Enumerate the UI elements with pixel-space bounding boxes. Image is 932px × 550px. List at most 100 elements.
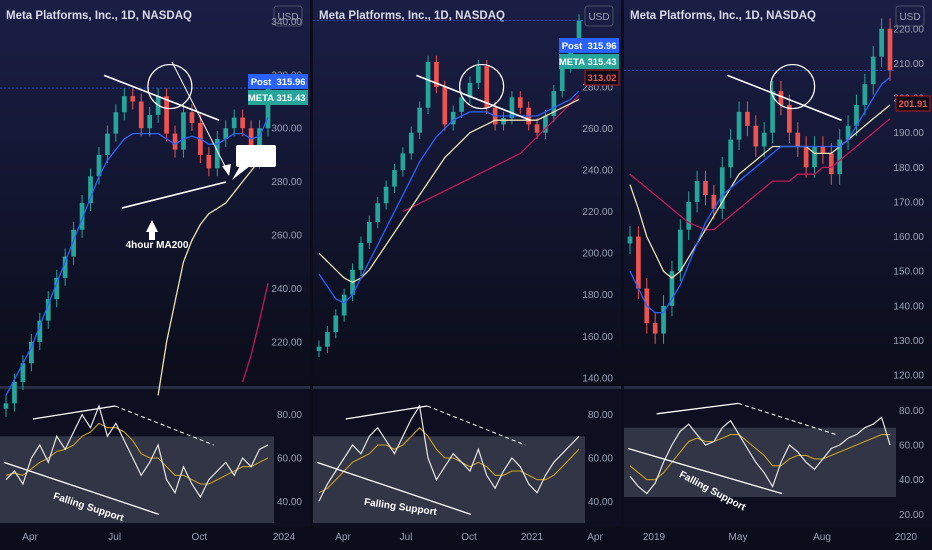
price-label-value: 201.91: [898, 99, 928, 110]
candle-body: [223, 128, 229, 139]
candle-body: [559, 66, 565, 92]
candle-body: [358, 242, 364, 270]
rsi-support-line: [627, 447, 782, 495]
y-tick-label: 190.00: [893, 128, 924, 139]
x-tick-label: Apr: [587, 532, 603, 543]
candle-body: [576, 20, 582, 46]
price-label-name: Post: [562, 41, 583, 52]
candle-body: [105, 133, 110, 155]
x-tick-label: Oct: [461, 532, 477, 543]
x-tick-label: Jul: [400, 532, 413, 543]
candle-body: [417, 107, 422, 133]
x-tick-label: 2021: [521, 532, 544, 543]
ma50-line: [318, 90, 580, 304]
x-tick-label: Oct: [192, 532, 208, 543]
ma-annotation: 4hour MA200: [126, 240, 189, 251]
currency-badge: [273, 5, 303, 27]
candle-body: [181, 112, 186, 150]
candle-body: [341, 294, 347, 316]
candle-body: [45, 299, 51, 321]
rsi-ma-line: [629, 434, 890, 481]
candle-body: [652, 323, 658, 334]
rsi-tick-label: 60.00: [588, 454, 613, 465]
ma50-line: [5, 117, 269, 396]
ma200-line: [629, 118, 891, 231]
candle-body: [636, 236, 641, 289]
x-tick-label: 2024: [273, 532, 296, 543]
candle-body: [333, 315, 339, 333]
rsi-tick-label: 80.00: [277, 410, 302, 421]
price-label-name: Post: [251, 77, 272, 88]
price-label-tag: [559, 54, 585, 69]
candle-body: [501, 118, 506, 125]
y-tick-label: 120.00: [893, 371, 924, 382]
candle-body: [88, 176, 93, 204]
x-tick-label: 2019: [643, 532, 666, 543]
rsi-top-line: [32, 405, 116, 420]
candle-body: [753, 125, 759, 147]
y-tick-label: 260.00: [582, 124, 613, 135]
candle-body: [231, 117, 237, 129]
price-label-value: 313.02: [587, 73, 616, 84]
candle-body: [366, 222, 372, 243]
candle-body: [189, 112, 195, 123]
rsi-dashed-line: [114, 405, 214, 446]
candle-body: [248, 128, 254, 161]
currency-label: USD: [588, 12, 609, 23]
candle-body: [113, 112, 119, 134]
target-value: 285.00: [241, 152, 272, 163]
y-tick-label: 300.00: [271, 124, 302, 135]
candle-body: [467, 82, 473, 98]
candle-body: [138, 101, 144, 129]
target-callout: [236, 145, 276, 167]
resistance-line: [416, 74, 531, 121]
rsi-tick-label: 40.00: [899, 475, 924, 486]
price-label-tag: [248, 90, 274, 105]
rsi-dashed-line: [738, 402, 837, 436]
panel-1: Meta Platforms, Inc., 1D, NASDAQ USD 220.0…: [0, 0, 310, 543]
price-label-name: META: [248, 93, 274, 104]
chart-title: Meta Platforms, Inc., 1D, NASDAQ: [630, 10, 816, 22]
rsi-tick-label: 80.00: [899, 406, 924, 417]
y-tick-label: 240.00: [582, 166, 613, 177]
y-tick-label: 220.00: [893, 24, 924, 35]
panel-2: Meta Platforms, Inc., 1D, NASDAQ USD 140.0…: [313, 0, 621, 543]
panel-3: Meta Platforms, Inc., 1D, NASDAQ USD 120.0…: [624, 0, 932, 543]
rsi-support-line: [316, 461, 471, 515]
candle-body: [828, 153, 834, 175]
rsi-tick-label: 40.00: [588, 497, 613, 508]
candle-body: [450, 111, 456, 125]
target-callout-pointer: [232, 166, 250, 180]
candle-body: [476, 66, 481, 83]
candle-body: [392, 170, 397, 187]
candle-body: [803, 146, 809, 168]
candle-body: [703, 181, 708, 195]
y-tick-label: 220.00: [582, 207, 613, 218]
resistance-line: [727, 74, 842, 121]
highlight-circle: [147, 63, 193, 110]
candle-body: [484, 66, 490, 108]
rsi-tick-label: 20.00: [899, 510, 924, 521]
price-label-box: [274, 90, 308, 105]
candle-body: [325, 332, 330, 347]
candle-body: [887, 28, 893, 71]
candle-body: [442, 86, 448, 125]
rsi-top-line: [345, 405, 428, 420]
candle-body: [736, 111, 742, 140]
y-tick-label: 130.00: [893, 336, 924, 347]
currency-label: USD: [277, 12, 298, 23]
candle-body: [854, 104, 859, 126]
highlight-circle: [459, 63, 505, 110]
rsi-pane-bg: [313, 389, 621, 527]
chart-title: Meta Platforms, Inc., 1D, NASDAQ: [6, 10, 192, 22]
candle-body: [147, 114, 153, 129]
candle-body: [79, 203, 85, 230]
y-tick-label: 160.00: [893, 232, 924, 243]
candle-body: [837, 139, 843, 175]
candle-body: [164, 96, 169, 134]
y-tick-label: 140.00: [582, 373, 613, 384]
y-tick-label: 280.00: [582, 82, 613, 93]
y-tick-label: 170.00: [893, 197, 924, 208]
y-tick-label: 180.00: [893, 163, 924, 174]
rsi-band: [624, 427, 896, 497]
